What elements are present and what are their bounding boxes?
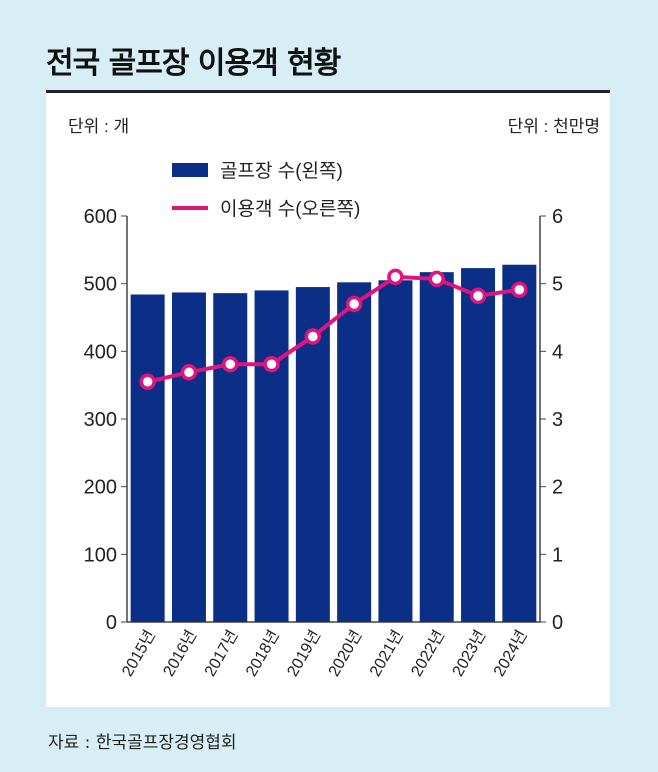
- left-tick-label: 0: [106, 612, 117, 634]
- legend-bar-label: 골프장 수(왼쪽): [220, 160, 343, 182]
- bar: [130, 294, 165, 622]
- right-tick-label: 3: [552, 409, 563, 431]
- x-tick-label: 2019년: [284, 627, 325, 680]
- source-note: 자료 : 한국골프장경영협회: [48, 733, 237, 753]
- left-tick-label: 500: [84, 274, 117, 296]
- line-point: [139, 373, 156, 391]
- bar: [461, 268, 496, 622]
- x-tick-label: 2016년: [160, 627, 201, 680]
- x-tick-label: 2017년: [201, 627, 242, 680]
- right-tick-label: 5: [552, 274, 563, 296]
- left-tick-label: 100: [84, 544, 117, 566]
- x-tick-label: 2018년: [242, 627, 283, 680]
- right-tick-label: 1: [552, 544, 563, 566]
- left-unit-label: 단위 : 개: [68, 117, 129, 136]
- legend-bar-swatch: [172, 163, 208, 177]
- x-tick-label: 2023년: [449, 627, 490, 680]
- title-rule: [46, 90, 610, 93]
- bar: [419, 272, 454, 622]
- bar: [171, 292, 206, 622]
- right-tick-label: 4: [552, 341, 563, 363]
- line-point: [180, 364, 198, 381]
- bar: [502, 264, 537, 622]
- series-line: [147, 274, 520, 384]
- x-tick-label: 2021년: [366, 627, 407, 680]
- line-point: [387, 268, 404, 286]
- left-tick-label: 600: [84, 206, 117, 228]
- line-point: [469, 287, 487, 305]
- right-tick-label: 2: [552, 477, 563, 499]
- line-point: [263, 355, 280, 373]
- line-point: [304, 328, 322, 345]
- legend-line-label: 이용객 수(오른쪽): [220, 198, 360, 220]
- left-tick-label: 300: [84, 409, 117, 431]
- bar: [254, 290, 289, 622]
- right-unit-label: 단위 : 천만명: [508, 117, 600, 136]
- line-point: [428, 270, 445, 288]
- x-tick-label: 2020년: [325, 627, 366, 680]
- page-title: 전국 골프장 이용객 현황: [46, 46, 341, 81]
- x-tick-label: 2022년: [407, 627, 448, 680]
- left-tick-label: 400: [84, 341, 117, 363]
- x-tick-label: 2024년: [490, 627, 531, 680]
- line-point: [511, 281, 528, 299]
- line-point: [345, 295, 363, 313]
- bar: [337, 282, 372, 622]
- x-tick-label: 2015년: [118, 627, 159, 680]
- right-tick-label: 6: [552, 206, 563, 228]
- left-tick-label: 200: [84, 477, 117, 499]
- right-tick-label: 0: [552, 612, 563, 634]
- line-point: [222, 355, 239, 373]
- bar: [378, 280, 413, 622]
- bar: [213, 293, 248, 622]
